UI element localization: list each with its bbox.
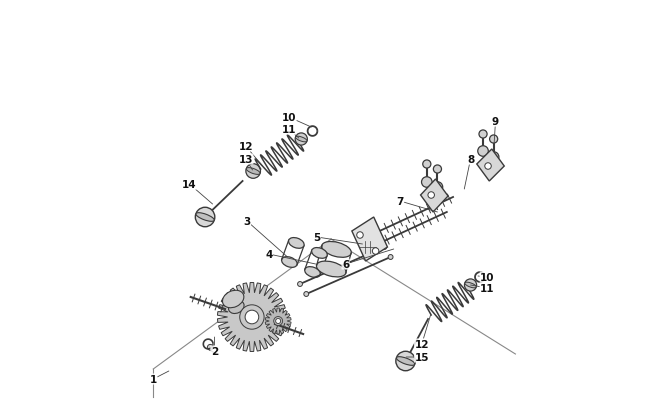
Polygon shape xyxy=(421,179,448,213)
Text: 7: 7 xyxy=(396,196,437,213)
Circle shape xyxy=(207,345,213,350)
Circle shape xyxy=(465,279,476,291)
Circle shape xyxy=(372,248,379,255)
Circle shape xyxy=(298,282,302,287)
Text: 12: 12 xyxy=(239,142,263,166)
Circle shape xyxy=(295,134,307,146)
Circle shape xyxy=(388,255,393,260)
Text: 11: 11 xyxy=(281,125,299,139)
Polygon shape xyxy=(477,149,504,181)
Circle shape xyxy=(485,163,491,170)
Circle shape xyxy=(382,245,387,250)
Circle shape xyxy=(396,352,415,371)
Text: 6: 6 xyxy=(342,249,394,269)
Circle shape xyxy=(479,131,487,139)
Text: 14: 14 xyxy=(182,179,213,205)
Ellipse shape xyxy=(311,248,327,259)
Text: 13: 13 xyxy=(239,155,253,171)
Circle shape xyxy=(357,232,363,239)
Circle shape xyxy=(245,310,259,324)
Circle shape xyxy=(276,319,281,324)
Text: 9: 9 xyxy=(492,117,499,151)
Circle shape xyxy=(428,192,434,199)
Text: 4: 4 xyxy=(265,249,316,264)
Circle shape xyxy=(478,146,488,157)
Text: 11: 11 xyxy=(471,284,495,293)
Text: 12: 12 xyxy=(415,315,430,349)
Ellipse shape xyxy=(465,282,476,288)
Circle shape xyxy=(246,164,261,179)
Circle shape xyxy=(432,182,443,193)
Ellipse shape xyxy=(317,262,346,277)
Circle shape xyxy=(196,208,215,227)
Ellipse shape xyxy=(396,357,415,365)
Polygon shape xyxy=(352,217,387,261)
Ellipse shape xyxy=(229,301,244,314)
Circle shape xyxy=(489,136,498,144)
Circle shape xyxy=(434,166,441,174)
Text: 10: 10 xyxy=(478,272,495,282)
Ellipse shape xyxy=(289,238,304,249)
Polygon shape xyxy=(218,283,287,352)
Ellipse shape xyxy=(246,168,260,175)
Ellipse shape xyxy=(322,242,351,258)
Text: 1: 1 xyxy=(150,371,169,384)
Ellipse shape xyxy=(305,267,320,278)
Ellipse shape xyxy=(196,213,215,222)
Ellipse shape xyxy=(222,290,244,308)
Circle shape xyxy=(304,292,309,297)
Text: 10: 10 xyxy=(281,113,311,128)
Text: 15: 15 xyxy=(406,352,429,362)
Ellipse shape xyxy=(281,257,297,268)
Text: 2: 2 xyxy=(211,337,218,356)
Circle shape xyxy=(240,305,264,329)
Text: 5: 5 xyxy=(313,232,363,244)
Text: 3: 3 xyxy=(243,216,287,257)
Circle shape xyxy=(488,152,499,163)
Circle shape xyxy=(422,177,432,188)
Circle shape xyxy=(274,317,283,326)
Text: 8: 8 xyxy=(464,155,474,190)
Circle shape xyxy=(422,160,431,168)
Polygon shape xyxy=(265,308,291,334)
Ellipse shape xyxy=(296,137,307,143)
